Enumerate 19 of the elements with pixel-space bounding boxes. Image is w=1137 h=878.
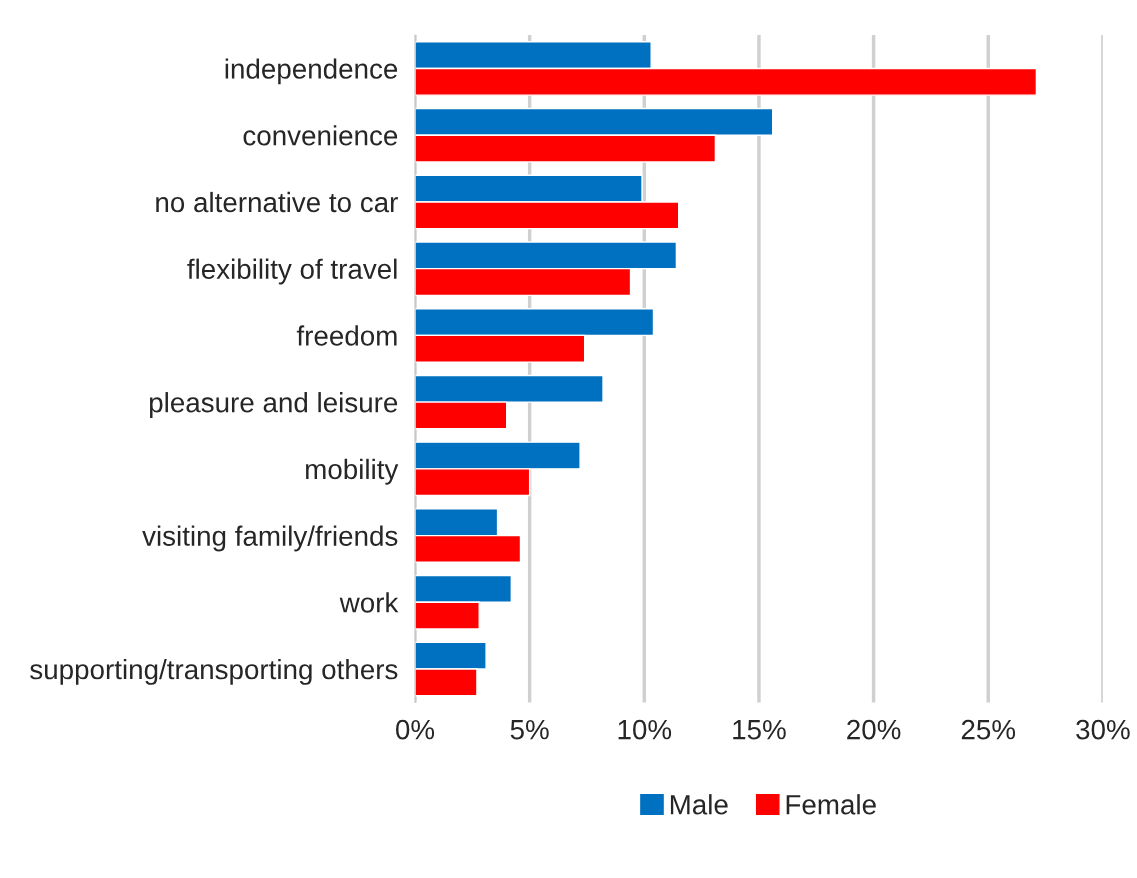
y-tick-label: work [339,592,399,613]
legend-label: Female [786,794,876,815]
x-tick-label: 25% [961,719,1016,740]
x-tick-label: 10% [618,719,672,740]
x-tick-label: 15% [733,719,786,740]
y-tick-label: mobility [306,458,399,485]
x-tick-label: 30% [1076,719,1130,740]
x-tick-label: 0% [396,719,435,740]
y-tick-label: visiting family/friends [142,525,398,552]
y-tick-label: flexibility of travel [187,258,397,285]
y-tick-label: independence [225,58,398,85]
x-tick-label: 20% [847,719,901,740]
y-tick-label: no alternative to car [156,191,398,213]
y-tick-label: convenience [243,125,398,146]
legend-label: Male [670,794,728,815]
y-tick-label: pleasure and leisure [149,392,398,418]
y-tick-label: freedom [296,325,397,346]
y-tick-label: supporting/transporting others [30,658,398,685]
x-tick-label: 5% [510,719,549,740]
